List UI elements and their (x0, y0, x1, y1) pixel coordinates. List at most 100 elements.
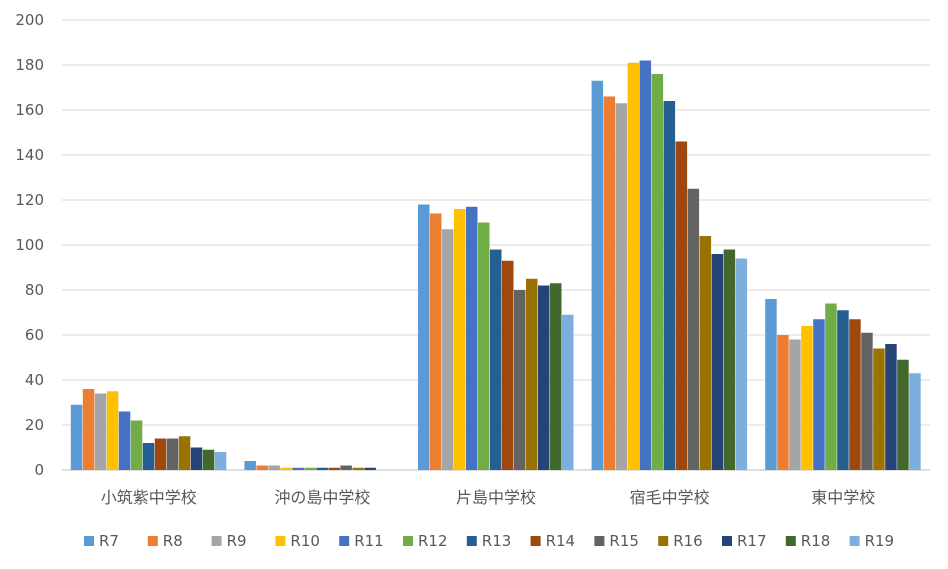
legend-swatch-r9 (211, 536, 222, 546)
bar-r17-3 (711, 254, 724, 470)
bar-r16-3 (699, 236, 712, 470)
legend-swatch-r19 (849, 536, 860, 546)
bar-r12-0 (130, 420, 143, 470)
legend-swatch-r15 (594, 536, 605, 546)
legend-swatch-r17 (722, 536, 732, 546)
x-axis: 小筑紫中学校 沖の島中学校 片島中学校 宿毛中学校 東中学校 (101, 488, 875, 507)
bar-r7-2 (418, 204, 430, 470)
legend-label-r9: R9 (227, 532, 247, 550)
legend-swatch-r16 (658, 536, 669, 546)
legend-label-r18: R18 (801, 532, 831, 550)
bar-r17-4 (885, 344, 897, 470)
y-tick-label: 20 (25, 416, 44, 434)
bar-r14-3 (675, 141, 688, 470)
bar-r18-0 (202, 449, 215, 470)
bar-r18-3 (723, 249, 736, 470)
bar-r9-2 (442, 229, 454, 470)
bar-r7-1 (244, 461, 256, 470)
y-tick-label: 180 (15, 56, 44, 74)
legend-label-r16: R16 (673, 532, 703, 550)
bar-r13-3 (663, 101, 676, 470)
legend-label-r19: R19 (865, 532, 895, 550)
bar-r16-0 (178, 436, 191, 470)
bar-r9-0 (94, 393, 107, 470)
legend-label-r14: R14 (546, 532, 576, 550)
bar-r18-2 (550, 283, 562, 470)
bar-r7-0 (70, 404, 83, 470)
y-tick-label: 60 (25, 326, 44, 344)
x-tick-label: 片島中学校 (456, 488, 536, 507)
x-tick-label: 宿毛中学校 (630, 488, 710, 507)
bar-r12-2 (478, 222, 490, 470)
bar-r14-4 (849, 319, 861, 470)
legend-swatch-r7 (84, 536, 94, 546)
bar-r14-2 (502, 260, 514, 470)
bar-r13-4 (837, 310, 849, 470)
bar-r10-1 (280, 467, 292, 470)
bars (70, 60, 921, 470)
bar-r17-2 (538, 285, 550, 470)
bar-r17-1 (364, 467, 376, 470)
y-tick-label: 40 (25, 371, 44, 389)
legend-label-r11: R11 (354, 532, 384, 550)
bar-r19-4 (909, 373, 921, 470)
bar-r13-0 (142, 443, 155, 470)
bar-r8-1 (256, 465, 268, 470)
legend-label-r15: R15 (609, 532, 639, 550)
y-tick-label: 160 (15, 101, 44, 119)
bar-r10-4 (801, 326, 813, 470)
y-tick-label: 200 (15, 11, 44, 29)
legend-swatch-r13 (466, 536, 477, 546)
legend-label-r13: R13 (482, 532, 512, 550)
bar-r9-3 (615, 103, 628, 470)
bar-r16-1 (352, 467, 364, 470)
bar-r10-2 (454, 209, 466, 470)
legend-swatch-r11 (339, 536, 350, 546)
legend-swatch-r8 (147, 536, 158, 546)
legend-swatch-r14 (530, 536, 541, 546)
bar-r9-1 (268, 465, 280, 470)
bar-r11-1 (292, 467, 304, 470)
y-tick-label: 100 (15, 236, 44, 254)
bar-r8-4 (777, 335, 789, 470)
y-tick-label: 80 (25, 281, 44, 299)
legend-label-r17: R17 (737, 532, 767, 550)
bar-r12-1 (304, 467, 316, 470)
x-tick-label: 東中学校 (811, 488, 875, 507)
bar-r11-0 (118, 411, 131, 470)
bar-r16-2 (526, 278, 538, 470)
bar-r12-4 (825, 303, 837, 470)
bar-r13-1 (316, 467, 328, 470)
bar-r7-4 (765, 299, 777, 470)
bar-r7-3 (591, 80, 604, 470)
y-tick-label: 0 (34, 461, 44, 479)
bar-r16-4 (873, 348, 885, 470)
bar-r14-1 (328, 467, 340, 470)
bar-r8-3 (603, 96, 616, 470)
legend-swatch-r10 (275, 536, 286, 546)
bar-r15-3 (687, 188, 700, 470)
y-axis: 0 20 40 60 80 100 120 140 160 180 200 (15, 11, 44, 479)
legend-swatch-r18 (785, 536, 796, 546)
bar-r10-0 (106, 391, 119, 470)
bar-r15-0 (166, 438, 179, 470)
legend-label-r7: R7 (99, 532, 119, 550)
bar-r19-0 (214, 452, 227, 470)
legend-label-r12: R12 (418, 532, 448, 550)
bar-r17-0 (190, 447, 203, 470)
bar-r9-4 (789, 339, 801, 470)
bar-r11-4 (813, 319, 825, 470)
bar-r15-2 (514, 290, 526, 470)
bar-r13-2 (490, 249, 502, 470)
bar-r19-3 (735, 258, 748, 470)
bar-r19-2 (562, 314, 574, 470)
bar-r8-2 (430, 213, 442, 470)
bar-r15-4 (861, 332, 873, 470)
y-tick-label: 120 (15, 191, 44, 209)
x-tick-label: 小筑紫中学校 (101, 488, 197, 507)
bar-r18-4 (897, 359, 909, 470)
legend-swatch-r12 (403, 536, 413, 546)
legend-label-r10: R10 (290, 532, 320, 550)
